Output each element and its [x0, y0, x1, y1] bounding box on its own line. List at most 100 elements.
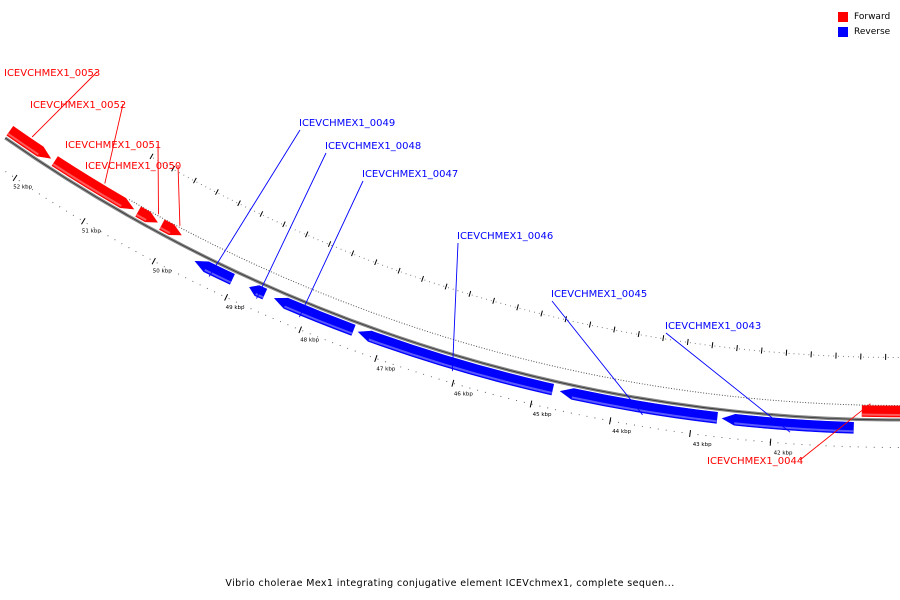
outer-scale-dot — [114, 239, 116, 241]
inner-scale-dot — [200, 237, 202, 239]
kbp-tick — [689, 430, 691, 438]
kbp-tick-label: 48 kbp — [300, 338, 319, 344]
outer-scale-dot — [213, 291, 216, 293]
gene-highlight — [734, 422, 854, 433]
outer-scale-dot — [100, 231, 102, 233]
inner-tick — [193, 177, 197, 184]
gene-arrow[interactable] — [559, 388, 718, 424]
gene-highlight — [255, 292, 264, 299]
inner-scale-dot — [128, 199, 131, 201]
inner-scale-dot — [185, 230, 187, 232]
inner-scale-dot — [236, 202, 238, 204]
kbp-tick — [529, 400, 533, 408]
gene-callout-line — [665, 332, 791, 433]
gene-callout-line — [208, 129, 301, 277]
inner-tick — [564, 316, 567, 323]
gene-label: ICEVCHMEX1_0044 — [707, 456, 803, 467]
inner-tick — [421, 275, 424, 282]
inner-scale-dot — [209, 188, 211, 190]
outer-scale-dot — [79, 218, 81, 221]
gene-highlight — [368, 338, 552, 394]
inner-scale-dot — [217, 246, 219, 248]
gene-highlight — [52, 163, 122, 207]
kbp-tick — [224, 293, 229, 301]
inner-scale-dot — [241, 257, 243, 260]
kbp-tick-label: 47 kbp — [376, 366, 395, 372]
gene-callout-line — [157, 143, 159, 215]
outer-scale-dot — [72, 214, 74, 216]
gene-label: ICEVCHMEX1_0050 — [85, 161, 181, 172]
inner-scale-dot — [165, 164, 168, 167]
gene-arrow[interactable] — [273, 297, 356, 336]
outer-scale-dot — [135, 250, 137, 253]
inner-scale-dot — [214, 244, 216, 247]
outer-scale-dot — [52, 201, 54, 204]
gene-arrow[interactable] — [249, 285, 268, 300]
inner-tick — [327, 241, 332, 247]
inner-scale-dot — [152, 157, 155, 159]
inner-tick — [662, 335, 665, 342]
gene-callout-line — [451, 242, 459, 372]
legend-forward-label: Forward — [854, 11, 891, 22]
inner-scale-dot — [138, 204, 140, 206]
inner-scale-dot — [260, 266, 263, 269]
gene-label: ICEVCHMEX1_0048 — [325, 141, 421, 152]
outer-scale-dot — [45, 197, 47, 199]
inner-tick — [215, 189, 219, 195]
gene-label: ICEVCHMEX1_0046 — [457, 231, 553, 242]
inner-scale-dot — [133, 201, 135, 204]
gene-highlight — [571, 396, 717, 423]
outer-scale-dot — [5, 171, 7, 173]
gene-arrow[interactable] — [194, 260, 235, 285]
inner-tick — [282, 221, 286, 228]
gene-arrow[interactable] — [861, 405, 900, 418]
outer-scale-dot — [149, 258, 151, 260]
kbp-tick — [374, 355, 378, 362]
gene-arrow[interactable] — [6, 125, 52, 159]
kbp-tick — [151, 257, 156, 265]
inner-tick — [171, 165, 176, 172]
gene-arrow[interactable] — [51, 156, 135, 210]
kbp-tick — [609, 417, 612, 425]
inner-tick — [259, 211, 264, 217]
inner-tick — [149, 153, 154, 160]
legend-reverse-label: Reverse — [854, 26, 891, 37]
inner-tick — [686, 338, 689, 345]
gene-arrow[interactable] — [135, 206, 158, 223]
inner-tick — [351, 250, 355, 257]
gene-highlight — [136, 213, 147, 221]
inner-scale-dot — [192, 233, 195, 236]
gene-arrow[interactable] — [721, 413, 854, 434]
kbp-tick-label: 46 kbp — [454, 391, 473, 397]
kbp-tick-label: 42 kbp — [774, 451, 793, 457]
kbp-tick-label: 45 kbp — [533, 412, 552, 418]
inner-scale-dot — [161, 217, 164, 219]
gene-arrow[interactable] — [357, 330, 555, 396]
gene-label: ICEVCHMEX1_0052 — [30, 100, 126, 111]
inner-tick — [613, 326, 616, 333]
inner-scale-dot — [190, 232, 192, 235]
gene-callout-line — [256, 152, 327, 299]
gene-arrow[interactable] — [159, 219, 182, 236]
inner-tick — [444, 283, 448, 290]
gene-highlight — [861, 413, 900, 416]
inner-scale-dot — [152, 212, 154, 214]
inner-scale-dot — [183, 174, 185, 176]
inner-scale-dot — [197, 236, 199, 238]
inner-tick — [588, 321, 592, 328]
inner-tick — [736, 345, 738, 352]
outer-scale-dot — [65, 210, 68, 212]
gene-highlight — [7, 132, 39, 156]
backbone-line — [4, 137, 900, 421]
outer-scale-dot — [59, 206, 61, 208]
inner-scale-dot — [226, 250, 228, 253]
outer-scale-dot — [11, 175, 14, 177]
outer-scale-dot — [31, 188, 34, 191]
kbp-tick — [12, 174, 18, 182]
gene-highlight — [159, 227, 171, 234]
kbp-tick — [451, 379, 455, 387]
inner-tick — [516, 304, 519, 311]
outer-scale-dot — [93, 227, 95, 229]
gene-label: ICEVCHMEX1_0045 — [551, 289, 647, 300]
